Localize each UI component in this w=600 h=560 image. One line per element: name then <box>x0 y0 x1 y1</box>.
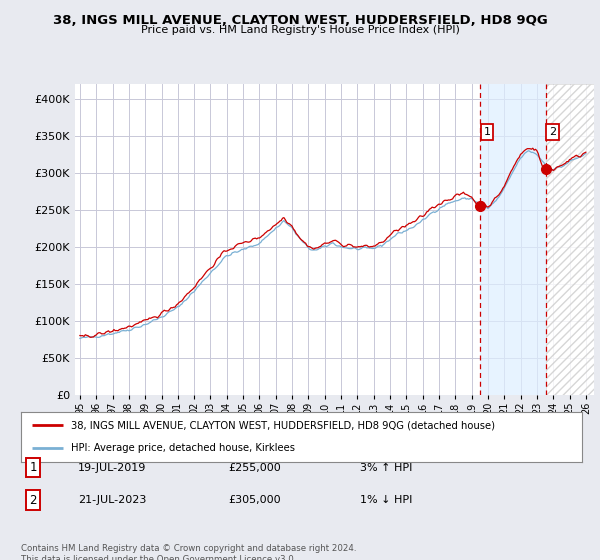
Text: Price paid vs. HM Land Registry's House Price Index (HPI): Price paid vs. HM Land Registry's House … <box>140 25 460 35</box>
Text: 1: 1 <box>484 127 491 137</box>
Bar <box>481 84 545 395</box>
Text: 1% ↓ HPI: 1% ↓ HPI <box>360 495 412 505</box>
Text: £255,000: £255,000 <box>228 463 281 473</box>
Text: 1: 1 <box>29 461 37 474</box>
Text: 19-JUL-2019: 19-JUL-2019 <box>78 463 146 473</box>
Text: 3% ↑ HPI: 3% ↑ HPI <box>360 463 412 473</box>
Text: 38, INGS MILL AVENUE, CLAYTON WEST, HUDDERSFIELD, HD8 9QG (detached house): 38, INGS MILL AVENUE, CLAYTON WEST, HUDD… <box>71 420 496 430</box>
Bar <box>545 84 594 395</box>
Text: £305,000: £305,000 <box>228 495 281 505</box>
Text: HPI: Average price, detached house, Kirklees: HPI: Average price, detached house, Kirk… <box>71 444 295 454</box>
Text: 38, INGS MILL AVENUE, CLAYTON WEST, HUDDERSFIELD, HD8 9QG: 38, INGS MILL AVENUE, CLAYTON WEST, HUDD… <box>53 14 547 27</box>
Text: Contains HM Land Registry data © Crown copyright and database right 2024.
This d: Contains HM Land Registry data © Crown c… <box>21 544 356 560</box>
Text: 2: 2 <box>29 493 37 507</box>
Text: 2: 2 <box>549 127 556 137</box>
Text: 21-JUL-2023: 21-JUL-2023 <box>78 495 146 505</box>
